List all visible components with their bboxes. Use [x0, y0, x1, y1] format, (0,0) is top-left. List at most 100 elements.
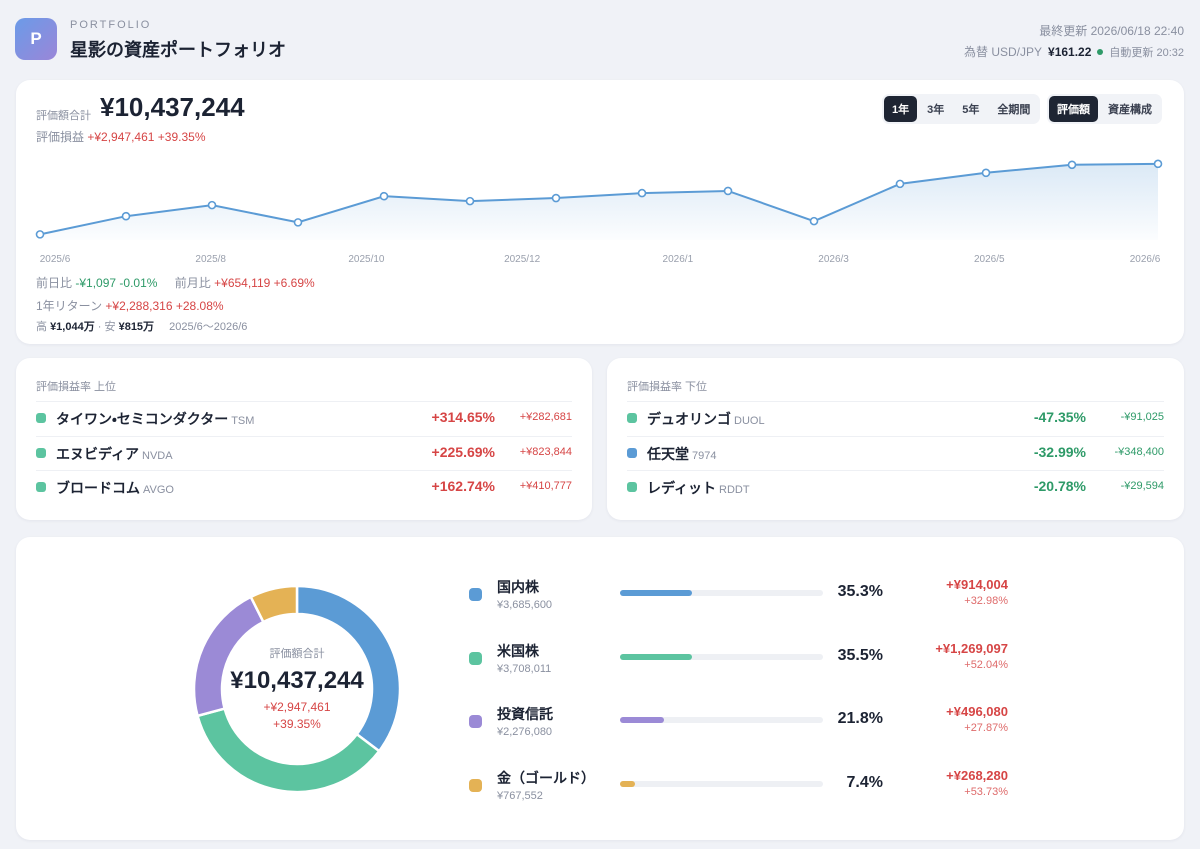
- gain: +¥268,280: [946, 768, 1008, 784]
- amount: +¥410,777: [519, 480, 572, 492]
- gain-pct: +52.04%: [964, 658, 1008, 671]
- divider: [627, 470, 1164, 471]
- divider: [36, 435, 572, 437]
- dot: [627, 413, 637, 423]
- range-tab[interactable]: 3年: [927, 104, 945, 116]
- holding-name: ブロードコム: [56, 480, 140, 496]
- gainers-card: 評価損益率 上位 タイワン・セミコンダクター TSM +314.65% +¥282,6…: [16, 358, 592, 520]
- fx-value: ¥161.22: [1048, 44, 1092, 59]
- holding: レディット RDDT: [647, 478, 750, 498]
- legend-dot: [469, 588, 482, 601]
- period: 2025/6〜2026/6: [169, 321, 248, 333]
- stat-value: +6.69%: [273, 276, 315, 290]
- ticker: RDDT: [719, 484, 750, 496]
- pl-label: 評価損益: [36, 130, 85, 144]
- fx: 為替 USD/JPY ¥161.22 自動更新 20:32: [964, 43, 1184, 60]
- view-tab[interactable]: 資産構成: [1108, 104, 1152, 116]
- legend-dot: [469, 779, 482, 793]
- dot: [36, 482, 46, 492]
- losers-card: 評価損益率 下位 デュオリンゴ DUOL -47.35% -¥91,025 任天堂 797…: [607, 358, 1184, 520]
- legend-name: 国内株: [497, 579, 539, 595]
- holding: デュオリンゴ DUOL: [647, 409, 765, 429]
- amount: ¥3,708,011: [497, 662, 552, 675]
- dot: [627, 482, 637, 492]
- holding: 任天堂 7974: [647, 444, 716, 464]
- amount: ¥2,276,080: [497, 726, 553, 739]
- ticker: DUOL: [734, 415, 765, 427]
- stat-label: 1年リターン: [36, 299, 103, 313]
- total-label: 評価額合計: [36, 110, 91, 122]
- bar: [620, 781, 636, 788]
- stats-1: 前日比 -¥1,097 -0.01% 前月比 +¥654,119 +6.69%: [36, 274, 315, 291]
- holding-name: レディット: [647, 480, 717, 496]
- live-dot: [1097, 48, 1104, 55]
- gain-pct: +32.98%: [964, 595, 1008, 607]
- stat-label: 前月比: [174, 276, 211, 290]
- updated: 最終更新 2026/06/18 22:40: [1039, 24, 1184, 38]
- stat-value: +28.08%: [175, 299, 224, 313]
- pct: +225.69%: [431, 443, 495, 460]
- legend-name: 投資信託: [497, 706, 553, 723]
- stat-value: +¥654,119: [214, 276, 271, 290]
- bar-track: [620, 653, 823, 660]
- ticker: AVGO: [143, 484, 174, 496]
- fx-label: 為替 USD/JPY: [964, 45, 1043, 59]
- holding-name: 任天堂: [647, 445, 689, 462]
- legend-name: 金（ゴールド）: [497, 770, 595, 787]
- range-tab[interactable]: 1年: [884, 96, 918, 122]
- pct: 35.5%: [837, 646, 883, 664]
- pct: -47.35%: [1033, 409, 1086, 425]
- eyebrow: PORTFOLIO: [70, 19, 152, 31]
- legend-dot: [469, 715, 482, 729]
- stat-label: 高: [36, 321, 47, 333]
- range-tab[interactable]: 5年: [962, 104, 980, 116]
- legend-name: 米国株: [497, 642, 539, 659]
- bar: [620, 717, 665, 724]
- pct: 21.8%: [837, 710, 883, 728]
- stat-label: 安: [104, 321, 116, 333]
- summary-card: 評価額合計 ¥10,437,244 評価損益 +¥2,947,461 +39.3…: [16, 80, 1184, 344]
- pct: -20.78%: [1033, 478, 1086, 494]
- ticker: 7974: [692, 449, 717, 462]
- gain: +¥914,004: [946, 577, 1008, 592]
- gain: +¥1,269,097: [935, 640, 1008, 656]
- bar-track: [620, 717, 823, 724]
- stat-label: 前日比: [36, 276, 73, 290]
- divider: [627, 401, 1164, 402]
- divider: [36, 401, 572, 402]
- holding: タイワン・セミコンダクター TSM: [56, 409, 254, 429]
- amount: +¥282,681: [519, 411, 572, 423]
- stat-value: ¥815万: [118, 321, 155, 333]
- range-tab[interactable]: 全期間: [997, 104, 1031, 116]
- bar: [620, 590, 692, 596]
- range-tabs: 1年 3年 5年 全期間: [882, 94, 1041, 124]
- view-tabs: 評価額 資産構成: [1047, 94, 1162, 124]
- pct: -32.99%: [1033, 443, 1086, 460]
- ticker: TSM: [231, 415, 255, 427]
- pct: +314.65%: [431, 409, 495, 425]
- pl-amount: +¥2,947,461: [87, 130, 155, 144]
- stat-value: -0.01%: [119, 276, 158, 290]
- gain-pct: +27.87%: [964, 722, 1008, 735]
- card-title: 評価損益率 上位: [36, 381, 117, 393]
- bar-track: [620, 590, 823, 596]
- stats-2: 1年リターン +¥2,288,316 +28.08%: [36, 297, 224, 314]
- pl: 評価損益 +¥2,947,461 +39.35%: [36, 128, 206, 145]
- holding: エヌビディア NVDA: [56, 444, 173, 464]
- view-tab[interactable]: 評価額: [1049, 96, 1098, 122]
- bar-track: [620, 781, 823, 788]
- holding-name: タイワン・セミコンダクター: [56, 411, 229, 427]
- dot: [36, 447, 46, 458]
- amount: ¥767,552: [497, 790, 543, 803]
- holding-name: エヌビディア: [56, 445, 140, 462]
- auto-update: 自動更新 20:32: [1109, 46, 1184, 59]
- dot: [36, 413, 46, 423]
- stats-3: 高 ¥1,044万 · 安 ¥815万 2025/6〜2026/6: [36, 321, 248, 333]
- holding-name: デュオリンゴ: [647, 411, 731, 427]
- amount: -¥91,025: [1120, 411, 1164, 423]
- allocation-card: 国内株 ¥3,685,600 35.3% +¥914,004 +32.98% 米国株 ¥3,…: [16, 537, 1184, 840]
- pct: 35.3%: [837, 583, 883, 600]
- stat-value: ¥1,044万: [50, 321, 95, 333]
